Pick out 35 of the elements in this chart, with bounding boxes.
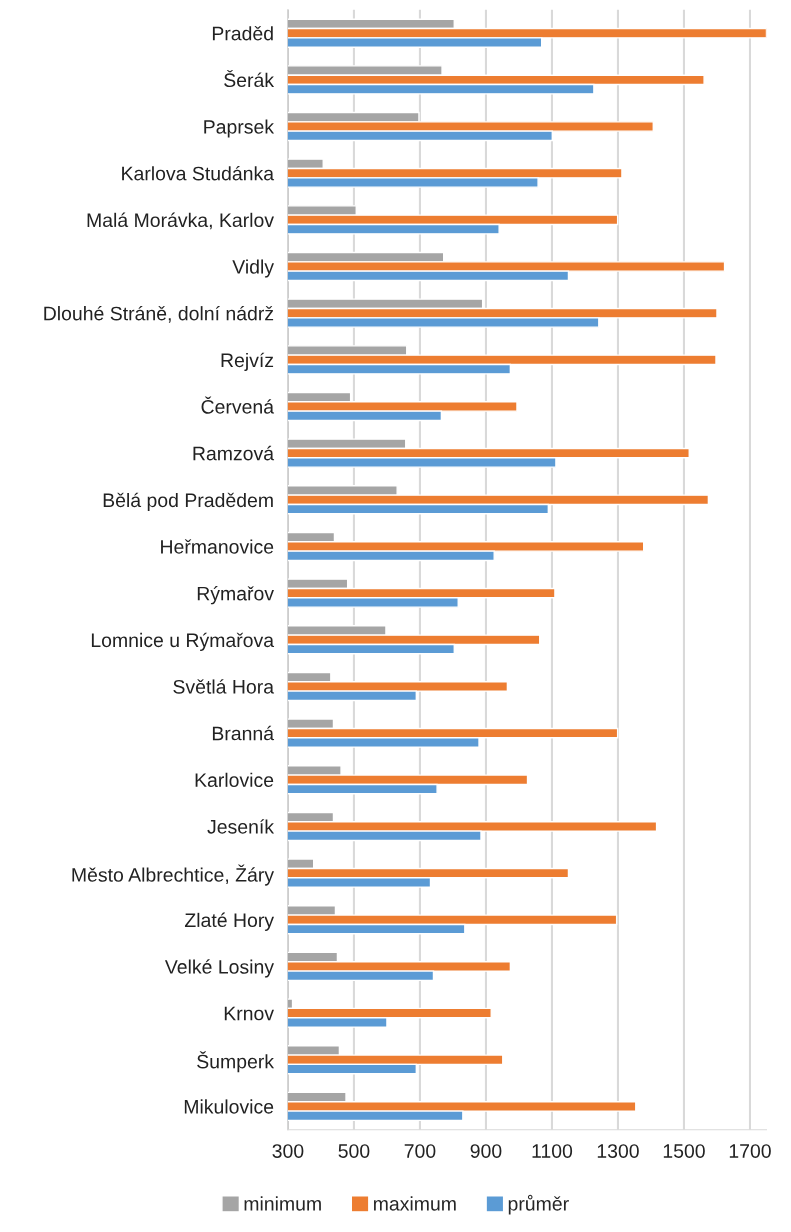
y-tick-label: Dlouhé Stráně, dolní nádrž xyxy=(44,305,274,323)
y-tick-label: Krnov xyxy=(224,1006,274,1021)
y-tick-label: Lomnice u Rýmařova xyxy=(91,632,275,651)
x-tick-label: 500 xyxy=(338,1144,370,1158)
x-tick-label: 900 xyxy=(470,1144,502,1158)
y-tick-label: Karlova Studánka xyxy=(122,165,275,181)
x-tick-label: 1300 xyxy=(597,1144,639,1158)
y-tick-label: Rýmařov xyxy=(197,585,274,605)
y-tick-label: Velké Losiny xyxy=(164,959,274,978)
y-tick-label: Heřmanovice xyxy=(161,539,274,554)
y-tick-label: Bělá pod Pradědem xyxy=(103,492,273,511)
y-tick-label: Mikulovice xyxy=(184,1099,274,1114)
y-tick-label: Šumperk xyxy=(197,1051,275,1073)
x-tick-label: 700 xyxy=(404,1144,436,1158)
y-tick-label: Rejvíz xyxy=(221,352,274,372)
y-tick-label: Město Albrechtice, Žáry xyxy=(72,864,275,886)
y-tick-label: Světlá Hora xyxy=(173,679,275,694)
legend-label: maximum xyxy=(373,1196,456,1211)
y-tick-label: Branná xyxy=(212,725,275,741)
x-tick-label: 1700 xyxy=(729,1144,771,1158)
y-tick-label: Zlaté Hory xyxy=(184,912,274,931)
x-tick-label: 300 xyxy=(272,1144,304,1158)
y-tick-label: Červená xyxy=(201,396,275,414)
y-tick-label: Šerák xyxy=(224,69,275,88)
y-tick-label: Vidly xyxy=(232,259,274,278)
y-tick-label: Malá Morávka, Karlov xyxy=(87,212,274,230)
y-tick-label: Karlovice xyxy=(195,772,274,788)
y-tick-label: Praděd xyxy=(212,26,273,41)
legend-label: průměr xyxy=(508,1194,569,1215)
y-tick-label: Jeseník xyxy=(207,819,275,834)
x-tick-label: 1500 xyxy=(663,1144,705,1158)
x-tick-label: 1100 xyxy=(532,1144,573,1158)
legend-label: minimum xyxy=(244,1196,321,1211)
y-tick-label: Ramzová xyxy=(193,445,275,461)
y-tick-label: Paprsek xyxy=(204,119,275,138)
